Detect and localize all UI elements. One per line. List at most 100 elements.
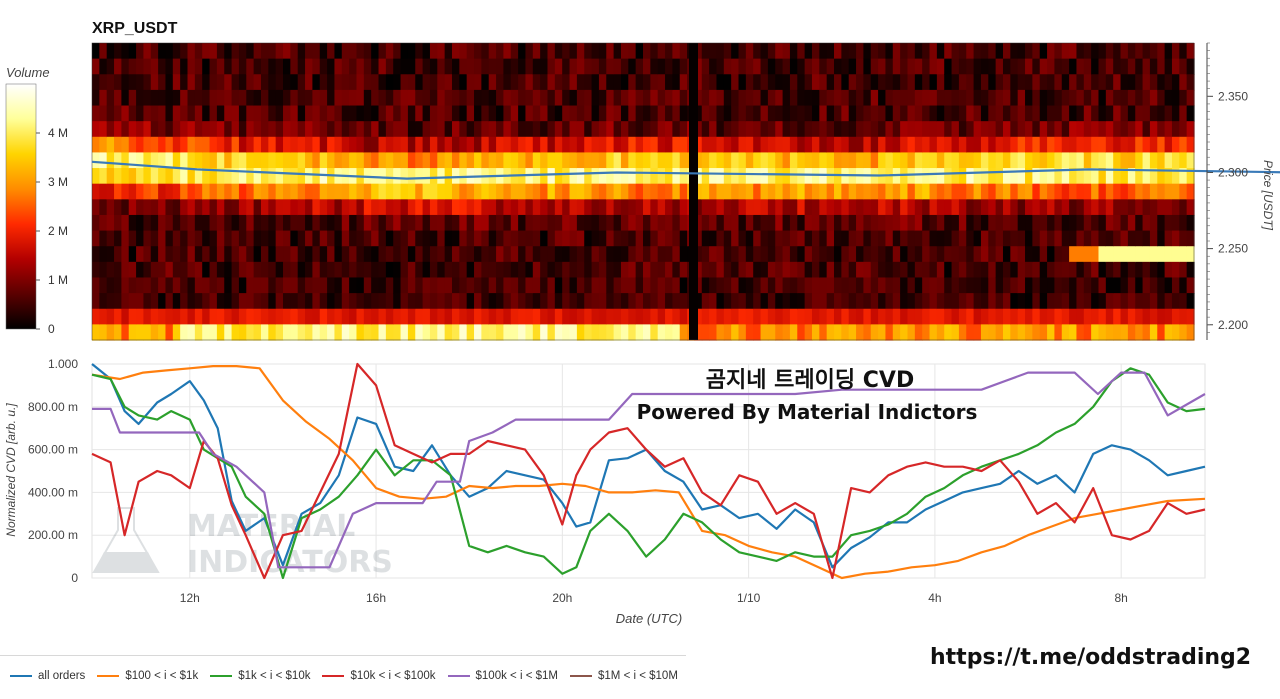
telegram-url[interactable]: https://t.me/oddstrading2 [930, 645, 1252, 670]
heatmap-cell [224, 230, 233, 247]
heatmap-cell [657, 58, 666, 75]
heatmap-cell [635, 74, 644, 91]
heatmap-cell [1120, 214, 1129, 232]
heatmap-cell [576, 308, 585, 325]
heatmap-cell [172, 293, 181, 310]
heatmap-cell [143, 308, 152, 325]
heatmap-cell [400, 105, 409, 122]
heatmap-cell [503, 261, 512, 279]
heatmap-cell [312, 293, 321, 310]
heatmap-cell [665, 168, 673, 185]
heatmap-cell [1054, 58, 1063, 75]
heatmap-cell [312, 214, 321, 232]
heatmap-cell [488, 152, 497, 169]
heatmap-cell [1025, 74, 1033, 91]
heatmap-cell [202, 230, 211, 247]
heatmap-cell [650, 199, 659, 216]
heatmap-cell [554, 89, 563, 107]
heatmap-cell [437, 121, 446, 138]
heatmap-cell [378, 246, 387, 263]
heatmap-cell [775, 74, 784, 91]
heatmap-cell [635, 136, 644, 154]
heatmap-cell [562, 58, 571, 75]
heatmap-cell [826, 74, 835, 91]
legend-item[interactable]: $100 < i < $1k [97, 670, 198, 682]
heatmap-cell [1149, 74, 1158, 91]
heatmap-cell [1083, 293, 1092, 310]
heatmap-cell [158, 183, 167, 200]
heatmap-cell [804, 277, 813, 294]
heatmap-cell [92, 308, 100, 325]
heatmap-cell [143, 74, 152, 91]
heatmap-cell [767, 58, 776, 75]
heatmap-cell [606, 105, 615, 122]
heatmap-cell [900, 43, 909, 60]
heatmap-cell [92, 58, 100, 75]
colorbar-gradient [5, 83, 37, 330]
heatmap-cell [92, 152, 100, 169]
heatmap-cell [1010, 199, 1019, 216]
heatmap-cell [1002, 324, 1011, 341]
heatmap-cell [973, 183, 982, 200]
heatmap-cell [878, 230, 887, 247]
heatmap-cell [1164, 230, 1173, 247]
heatmap-cell [525, 58, 534, 75]
heatmap-cell [459, 230, 468, 247]
heatmap-cell [635, 183, 644, 200]
heatmap-cell [789, 214, 798, 232]
heatmap-cell [407, 246, 416, 263]
heatmap-cell [789, 261, 798, 279]
heatmap-cell [745, 324, 754, 341]
heatmap-cell [1083, 74, 1092, 91]
heatmap-cell [224, 277, 233, 294]
heatmap-cell [422, 152, 431, 169]
heatmap-cell [459, 136, 468, 154]
heatmap-cell [260, 261, 269, 279]
heatmap-cell [709, 293, 718, 310]
legend-label: all orders [38, 670, 86, 682]
heatmap-cell [297, 246, 306, 263]
legend-item[interactable]: all orders [10, 670, 85, 682]
legend-item[interactable]: $10k < i < $100k [322, 670, 436, 682]
legend-item[interactable]: $1M < i < $10M [570, 670, 678, 682]
heatmap-cell [562, 74, 571, 91]
heatmap-cell [363, 89, 372, 107]
heatmap-cell [958, 74, 967, 91]
heatmap-cell [114, 43, 122, 60]
heatmap-cell [290, 168, 299, 185]
heatmap-cell [826, 58, 835, 75]
heatmap-cell [136, 308, 145, 325]
heatmap-cell [907, 136, 916, 154]
heatmap-cell [518, 43, 527, 60]
heatmap-cell [437, 214, 446, 232]
heatmap-cell [297, 168, 306, 185]
heatmap-cell [532, 199, 541, 216]
heatmap-cell [341, 324, 350, 341]
heatmap-cell [598, 324, 607, 341]
heatmap-cell [922, 293, 931, 310]
heatmap-cell [92, 261, 100, 279]
heatmap-cell [569, 89, 578, 107]
heatmap-cell [1149, 89, 1158, 107]
legend-item[interactable]: $100k < i < $1M [447, 670, 558, 682]
legend-item[interactable]: $1k < i < $10k [210, 670, 310, 682]
heatmap-cell [540, 277, 549, 294]
heatmap-cell [620, 58, 629, 75]
heatmap-cell [268, 105, 277, 122]
heatmap-cell [995, 89, 1004, 107]
heatmap-cell [238, 105, 247, 122]
heatmap-cell [216, 136, 225, 154]
heatmap-cell [635, 230, 644, 247]
heatmap-cell [1135, 199, 1144, 216]
heatmap-cell [922, 261, 931, 279]
heatmap-cell [349, 308, 358, 325]
heatmap-cell [451, 105, 460, 122]
heatmap-cell [598, 121, 607, 138]
heatmap-cell [1113, 261, 1122, 279]
heatmap-cell [231, 121, 240, 138]
heatmap-cell [400, 261, 409, 279]
heatmap-cell [518, 74, 527, 91]
heatmap-cell [238, 230, 247, 247]
heatmap-cell [143, 261, 152, 279]
heatmap-cell [180, 121, 189, 138]
